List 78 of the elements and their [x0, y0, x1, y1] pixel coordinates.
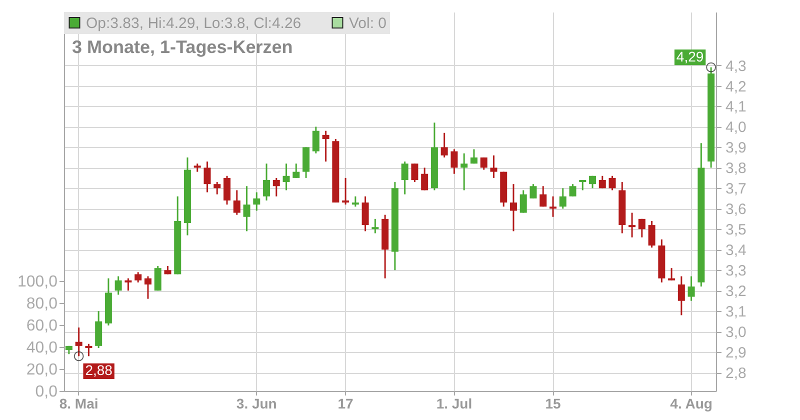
candlestick	[342, 177, 350, 206]
y-tick-label: 3,1	[726, 304, 746, 321]
candlestick	[569, 183, 576, 198]
candlestick	[411, 162, 418, 183]
candlestick	[282, 162, 290, 191]
x-tick-label: 8. Mai	[59, 396, 98, 412]
y-tick-label: 3,4	[726, 242, 746, 260]
y-tick-label: 4,1	[726, 98, 746, 116]
y-tick-label: 4,2	[726, 78, 746, 96]
candlestick	[628, 212, 636, 238]
candlestick	[440, 132, 448, 158]
candlestick	[648, 220, 656, 248]
candlestick	[589, 175, 596, 189]
candlestick	[263, 162, 270, 202]
y-tick-label: 4,3	[726, 58, 746, 75]
y-tick-label: 3,6	[726, 201, 746, 218]
legend-label: Op:3.83, Hi:4.29, Lo:3.8, Cl:4.26	[86, 14, 302, 32]
candlestick	[678, 276, 685, 316]
y2-tick-label: 40,0	[26, 340, 58, 357]
candlestick	[401, 160, 408, 196]
candlestick	[688, 276, 695, 302]
candlestick	[224, 175, 230, 206]
y2-tick-label: 60,0	[26, 318, 58, 335]
candlestick	[204, 160, 211, 194]
y2-tick-label: 100,0	[17, 274, 58, 291]
y-tick-label: 3,5	[726, 222, 746, 239]
candlestick	[470, 148, 478, 164]
candlestick	[520, 189, 527, 214]
candlestick	[352, 196, 359, 208]
x-tick-label: 1. Jul	[436, 396, 472, 412]
x-tick-label: 4. Aug	[670, 396, 712, 412]
y-tick-label: 2,9	[726, 344, 746, 362]
candlestick	[134, 271, 142, 284]
candlestick	[114, 276, 122, 296]
candlestick	[372, 218, 379, 234]
candlestick	[638, 218, 646, 238]
candlestick	[144, 276, 152, 300]
text: 3 Monate, 1-Tages-Kerzen	[72, 37, 293, 57]
y2-tick-label: 80,0	[26, 296, 58, 313]
y-tick-label: 2,8	[726, 365, 746, 382]
candlestick	[243, 185, 250, 232]
x-tick-label: 15	[545, 396, 561, 412]
candlestick	[559, 187, 566, 210]
y-tick-label: 3,0	[726, 324, 746, 342]
y-tick-label: 3,3	[726, 262, 746, 280]
y-tick-label: 4,0	[726, 119, 746, 136]
candlestick	[322, 130, 330, 162]
candlestick	[292, 162, 300, 179]
candlestick	[253, 192, 260, 212]
candlestick	[214, 181, 221, 196]
candlestick	[450, 148, 458, 175]
x-tick-label: 17	[338, 396, 354, 412]
candlestick	[530, 183, 537, 200]
legend-label: Vol: 0	[349, 14, 387, 32]
candlestick	[480, 156, 488, 170]
candlestick	[421, 166, 428, 191]
candlestick	[272, 177, 280, 198]
candlestick	[510, 183, 517, 232]
x-tick-label: 3. Jun	[236, 396, 277, 412]
y-tick-label: 3,8	[726, 160, 746, 178]
y-tick-label: 3,9	[726, 140, 746, 157]
candlestick	[490, 154, 498, 179]
y2-tick-label: 20,0	[26, 362, 58, 379]
candlestick	[362, 196, 369, 232]
candlestick	[154, 265, 162, 292]
y-tick-label: 3,7	[726, 180, 746, 198]
candlestick	[233, 189, 240, 216]
y-tick-label: 3,2	[726, 283, 746, 300]
candlestick	[668, 267, 676, 282]
y2-tick-label: 0,0	[35, 384, 58, 400]
candlestick	[85, 343, 92, 357]
candlestick	[312, 126, 320, 154]
candlestick	[540, 185, 547, 208]
candlestick	[124, 278, 132, 292]
candlestick	[460, 152, 468, 191]
candlestick	[608, 175, 616, 191]
candlestick	[598, 175, 606, 189]
candlestick	[550, 196, 556, 218]
